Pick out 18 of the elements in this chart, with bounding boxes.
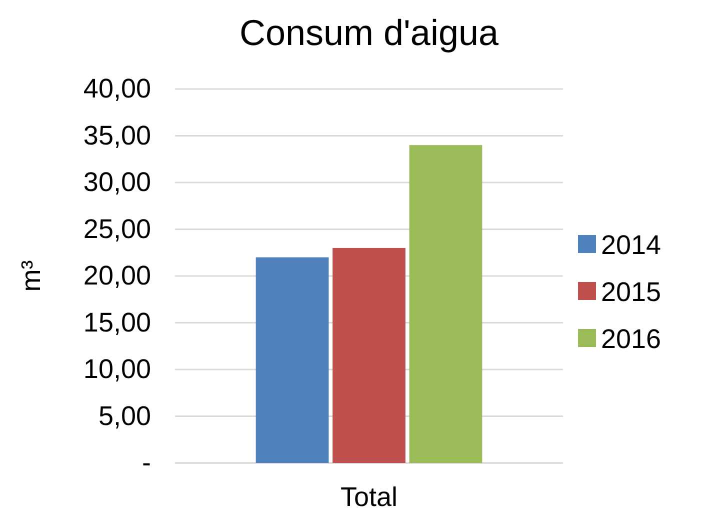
y-tick-label: 35,00: [83, 120, 151, 150]
legend-label: 2015: [601, 277, 662, 307]
legend-label: 2016: [601, 324, 662, 354]
bar: [332, 248, 406, 463]
y-axis-title: m³: [16, 260, 46, 292]
y-tick-label: 30,00: [83, 167, 151, 198]
y-tick-label: 25,00: [83, 214, 151, 244]
chart-title: Consum d'aigua: [239, 12, 500, 53]
x-tick-label: Total: [340, 482, 398, 512]
y-tick-label: 10,00: [83, 354, 151, 384]
y-tick-label: 5,00: [98, 400, 151, 431]
y-tick-label: -: [142, 448, 151, 478]
y-tick-label: 20,00: [83, 260, 151, 291]
legend-label: 2014: [601, 230, 662, 260]
bar: [409, 145, 482, 463]
bar: [256, 257, 329, 463]
y-tick-label: 40,00: [83, 74, 151, 104]
y-tick-label: 15,00: [83, 307, 151, 338]
